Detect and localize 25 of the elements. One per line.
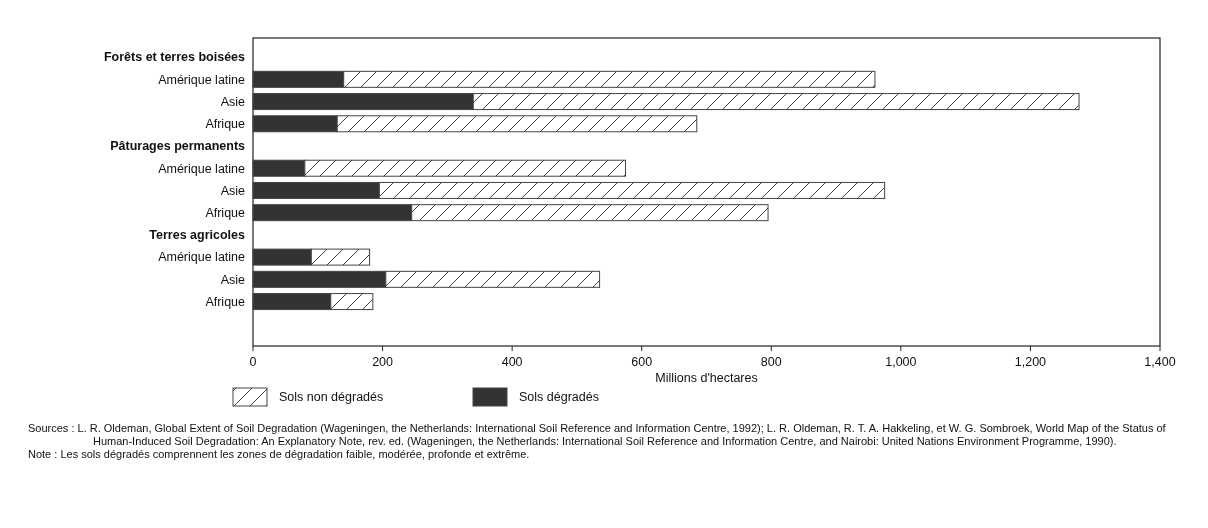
x-tick-label: 1,000 [885, 355, 917, 369]
x-tick-label: 0 [249, 355, 257, 369]
x-tick-label: 200 [372, 355, 394, 369]
x-tick-label: 600 [631, 355, 653, 369]
x-tick-label: 1,400 [1144, 355, 1176, 369]
y-tick-label: Afrique [205, 117, 246, 132]
y-tick-label: Afrique [205, 206, 246, 221]
y-tick-label: Asie [220, 272, 246, 287]
x-axis-title: Millions d'hectares [655, 371, 758, 385]
y-tick-label: Asie [220, 183, 246, 198]
y-tick-label: Afrique [205, 294, 246, 309]
y-tick-label: Amérique latine [158, 72, 246, 87]
text: Note : Les sols dégradés comprennent les zones de dégradation faible, modérée, profonde et extrême. [28, 448, 531, 461]
y-tick-label: Forêts et terres boisées [103, 50, 246, 65]
legend-label: Sols non dégradés [279, 390, 384, 405]
y-tick-label: Amérique latine [158, 250, 246, 265]
legend-label: Sols dégradés [519, 390, 599, 405]
y-tick-label: Asie [220, 94, 246, 109]
y-tick-label: Amérique latine [158, 161, 246, 176]
y-tick-label: Pâturages permanents [110, 139, 246, 154]
x-tick-label: 400 [501, 355, 523, 369]
x-tick-label: 800 [760, 355, 782, 369]
y-tick-label: Terres agricoles [149, 228, 246, 243]
x-tick-label: 1,200 [1014, 355, 1047, 369]
source-note: Sources : L. R. Oldeman, Global Extent of Soil Degradation (Wageningen, the Netherlands: International Soil Reference and Information Centre, 1992); L. R. Oldeman, R. T. A. Hakkeling, et W. G. Sombroek, World Map of the Status of Human-Induced Soil Degradation: An Explanatory Note, rev. ed. (Wageningen, the Netherlands: International Soil Reference and Information Centre, and Nairobi: United Nations Environment Programme, 1990). [28, 422, 1167, 448]
